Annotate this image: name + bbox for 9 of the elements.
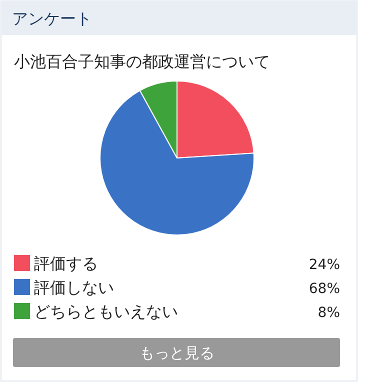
text: アンケート xyxy=(12,9,92,28)
text: もっと見る xyxy=(140,344,214,362)
data-label: 68% xyxy=(308,281,340,297)
legend-label: 評価する xyxy=(34,254,98,273)
legend-label: どちらともいえない xyxy=(34,302,178,321)
data-label: 8% xyxy=(318,305,340,321)
legend-label: 評価しない xyxy=(34,278,114,297)
chart-title: 小池百合子知事の都政運営について xyxy=(14,52,270,71)
data-label: 24% xyxy=(308,257,340,273)
